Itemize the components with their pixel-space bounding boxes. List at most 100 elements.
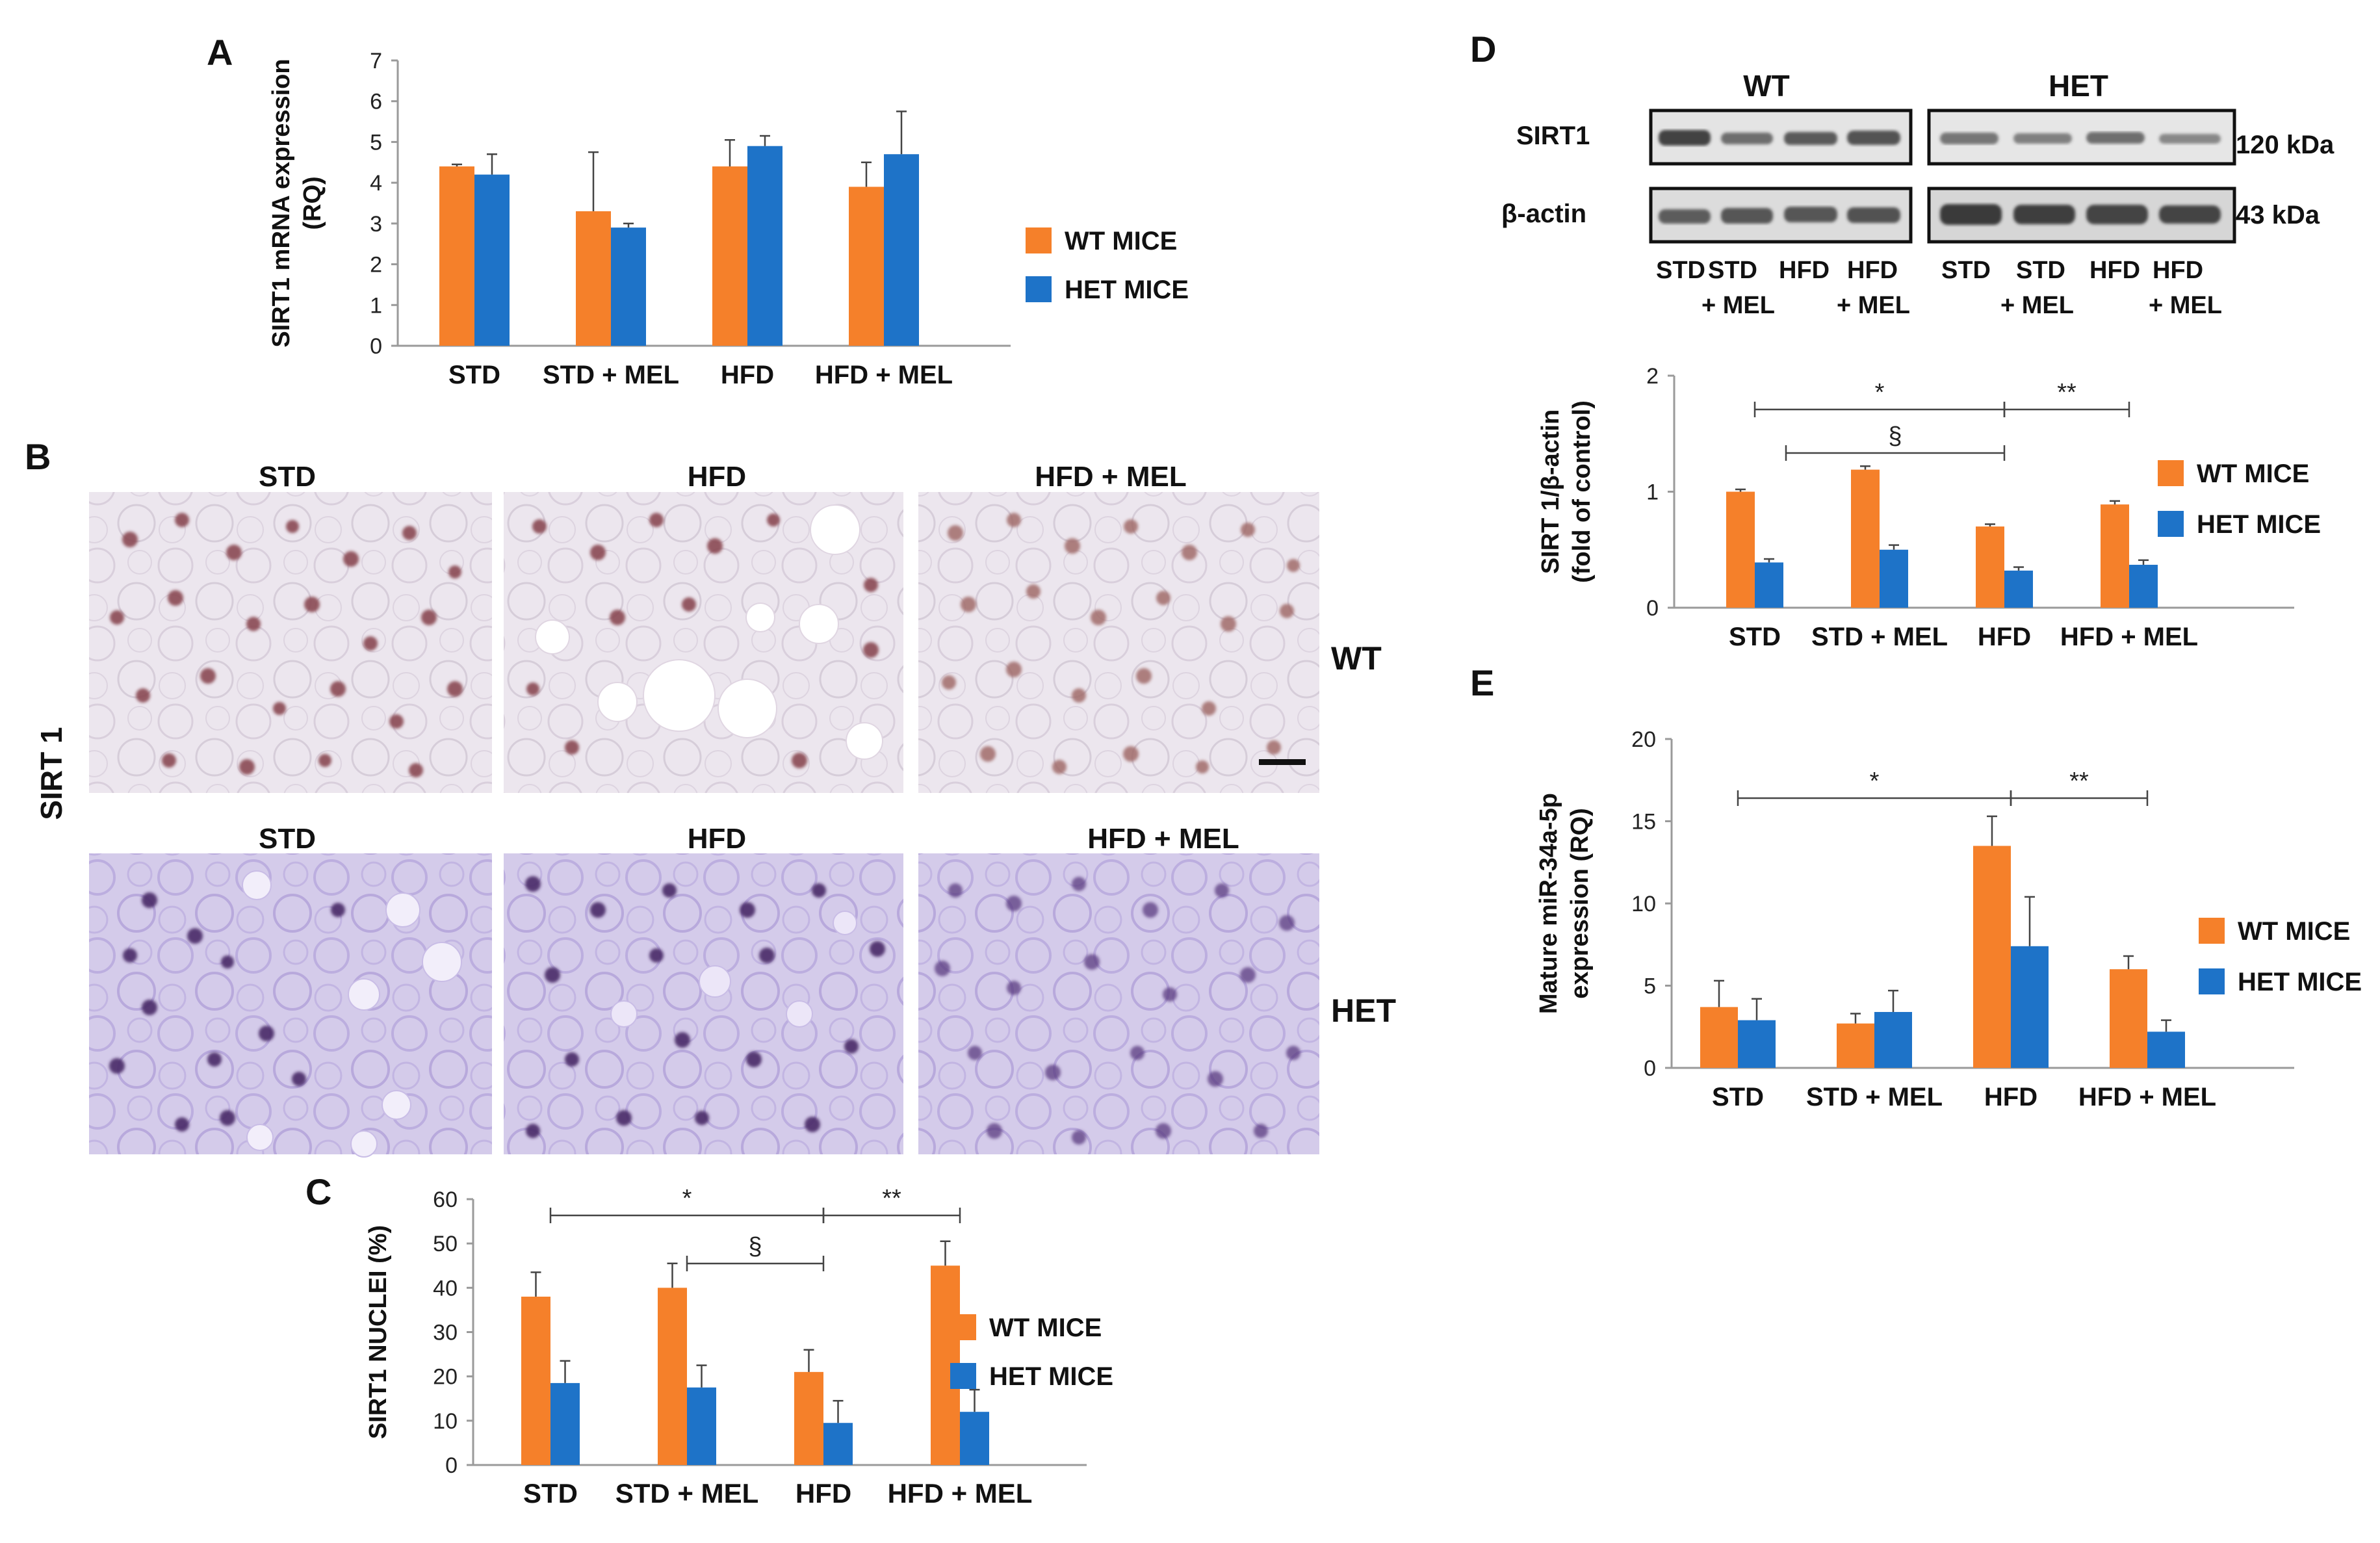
chart-c-bar-wt (794, 1371, 823, 1465)
blot-strip-actin-het (1927, 187, 2236, 244)
chart-e-category-label: STD + MEL (1806, 1083, 1943, 1111)
chart-a-y-axis-label-line: (RQ) (299, 176, 326, 229)
chart-e-y-tick-label: 10 (1631, 892, 1656, 916)
chart-c-sirt1-nuclei: 0 10 20 30 40 50 60 SIRT1 NUCLEI (%) STD STD + ME… (365, 1185, 1113, 1509)
chart-e-y-axis-label-line: expression (RQ) (1566, 808, 1594, 999)
histology-label-wt: WT (1331, 640, 1382, 677)
chart-a-bar-wt (712, 166, 747, 346)
chart-e-legend-swatch-wt (2199, 918, 2225, 944)
blot-lane-7-l1: HFD (2089, 257, 2140, 284)
chart-e-mir34a: 0 5 10 15 20 Mature miR-34a-5p expression (RQ)… (1535, 727, 2362, 1111)
chart-e-legend-label-het: HET MICE (2238, 968, 2362, 996)
chart-e-y-tick-label: 15 (1631, 810, 1656, 835)
chart-e-y-tick-label: 0 (1644, 1056, 1656, 1081)
chart-c-y-tick-label: 60 (433, 1187, 458, 1212)
chart-d-category-label: STD + MEL (1811, 623, 1948, 651)
chart-d-bar-het (1755, 562, 1783, 608)
panel-letter-b: B (25, 436, 51, 477)
chart-a-y-tick-label: 3 (370, 212, 382, 237)
blot-header-het: HET (2049, 69, 2108, 103)
chart-c-bar-het (550, 1382, 580, 1465)
blot-header-wt: WT (1743, 69, 1790, 103)
chart-d-legend-swatch-het (2158, 511, 2184, 537)
chart-a-category-label: HFD (721, 361, 774, 389)
chart-e-bar-het (2011, 946, 2049, 1068)
chart-d-bar-wt (1976, 526, 2004, 608)
chart-c-legend-label-wt: WT MICE (989, 1314, 1102, 1342)
panel-letter-e: E (1470, 662, 1494, 703)
chart-c-sig-label: § (748, 1233, 762, 1260)
chart-d-sig-label: § (1888, 422, 1902, 450)
chart-a-bar-het (884, 154, 919, 346)
chart-c-category-label: HFD + MEL (888, 1478, 1033, 1509)
blot-lane-1-l1: STD (1656, 257, 1705, 284)
chart-e-bar-wt (1973, 846, 2011, 1068)
chart-a-legend-label-wt: WT MICE (1065, 227, 1177, 255)
blot-lane-2-l1: STD (1708, 257, 1757, 284)
scale-bar (1259, 759, 1306, 765)
chart-c-sig-label: * (682, 1185, 692, 1212)
chart-e-category-label: HFD (1984, 1083, 2037, 1111)
chart-c-y-tick-label: 20 (433, 1365, 458, 1390)
chart-a-bar-het (474, 174, 510, 346)
chart-d-bar-het (1880, 549, 1908, 608)
chart-c-bar-wt (658, 1288, 687, 1465)
blot-lane-8-l1: HFD (2153, 257, 2203, 284)
chart-d-category-label: STD (1729, 623, 1781, 651)
chart-a-bar-wt (849, 187, 884, 346)
chart-c-category-label: STD (523, 1478, 578, 1509)
chart-c-legend-swatch-het (950, 1363, 976, 1389)
histology-image-wt-hfd (504, 492, 903, 793)
chart-a-y-tick-label: 2 (370, 253, 382, 278)
chart-d-legend-label-het: HET MICE (2197, 510, 2321, 539)
chart-a-legend-label-het: HET MICE (1065, 276, 1189, 304)
chart-d-y-tick-label: 0 (1646, 596, 1659, 621)
chart-c-bar-het (823, 1423, 853, 1465)
chart-c-category-label: HFD (795, 1478, 851, 1509)
chart-d-sig-label: * (1875, 379, 1885, 406)
chart-d-category-label: HFD (1978, 623, 2031, 651)
chart-a-bar-het (747, 146, 783, 346)
chart-e-bar-wt (1700, 1007, 1738, 1068)
chart-a-y-axis-label-line: SIRT1 mRNA expression (268, 58, 295, 347)
chart-d-bar-wt (2101, 504, 2129, 608)
chart-a-bar-wt (439, 166, 474, 346)
blot-lane-4-l2: + MEL (1837, 292, 1910, 319)
chart-a-bar-wt (576, 211, 611, 346)
chart-c-y-tick-label: 10 (433, 1409, 458, 1434)
chart-d-y-axis-label-line: (fold of control) (1568, 400, 1596, 583)
blot-kda-actin: 43 kDa (2236, 201, 2320, 229)
chart-c-bar-wt (521, 1296, 550, 1465)
histology-image-het-std (89, 853, 492, 1158)
chart-c-y-tick-label: 30 (433, 1321, 458, 1345)
chart-d-western-quant: 0 1 2 SIRT 1/β-actin (fold of control) STD STD… (1537, 364, 2321, 651)
chart-d-y-tick-label: 1 (1646, 480, 1659, 505)
chart-d-y-axis-label: SIRT 1/β-actin (fold of control) (1537, 400, 1596, 583)
blot-strip-sirt1-het (1927, 109, 2236, 166)
chart-e-legend-swatch-het (2199, 968, 2225, 994)
chart-e-sig-label: ** (2069, 768, 2089, 795)
chart-a-y-tick-label: 7 (370, 49, 382, 73)
chart-c-legend-label-het: HET MICE (989, 1362, 1113, 1391)
chart-a-legend-swatch-het (1026, 276, 1052, 302)
chart-a-sirt1-mrna: 0 1 2 3 4 5 6 7 SIRT1 mRNA expression (RQ) STD STD … (268, 49, 1189, 389)
blot-kda-sirt1: 120 kDa (2236, 131, 2335, 159)
panel-letter-c: C (305, 1171, 331, 1212)
blot-lane-4-l1: HFD (1847, 257, 1898, 284)
chart-e-y-axis-label: Mature miR-34a-5p expression (RQ) (1535, 793, 1594, 1014)
chart-c-sig-label: ** (882, 1185, 901, 1212)
chart-d-bar-wt (1726, 491, 1755, 608)
chart-a-y-tick-label: 4 (370, 171, 382, 196)
chart-a-y-tick-label: 6 (370, 90, 382, 114)
chart-e-bar-het (2147, 1031, 2185, 1068)
chart-a-category-label: STD (448, 361, 500, 389)
histology-image-wt-std (89, 492, 492, 793)
histology-title-het-std: STD (259, 823, 316, 855)
blot-lane-5-l1: STD (1941, 257, 1991, 284)
chart-d-bar-het (2004, 570, 2033, 608)
histology-title-wt-std: STD (259, 461, 316, 493)
chart-c-y-tick-label: 50 (433, 1232, 458, 1256)
panel-letter-d: D (1470, 29, 1496, 70)
chart-c-bar-het (687, 1387, 716, 1465)
